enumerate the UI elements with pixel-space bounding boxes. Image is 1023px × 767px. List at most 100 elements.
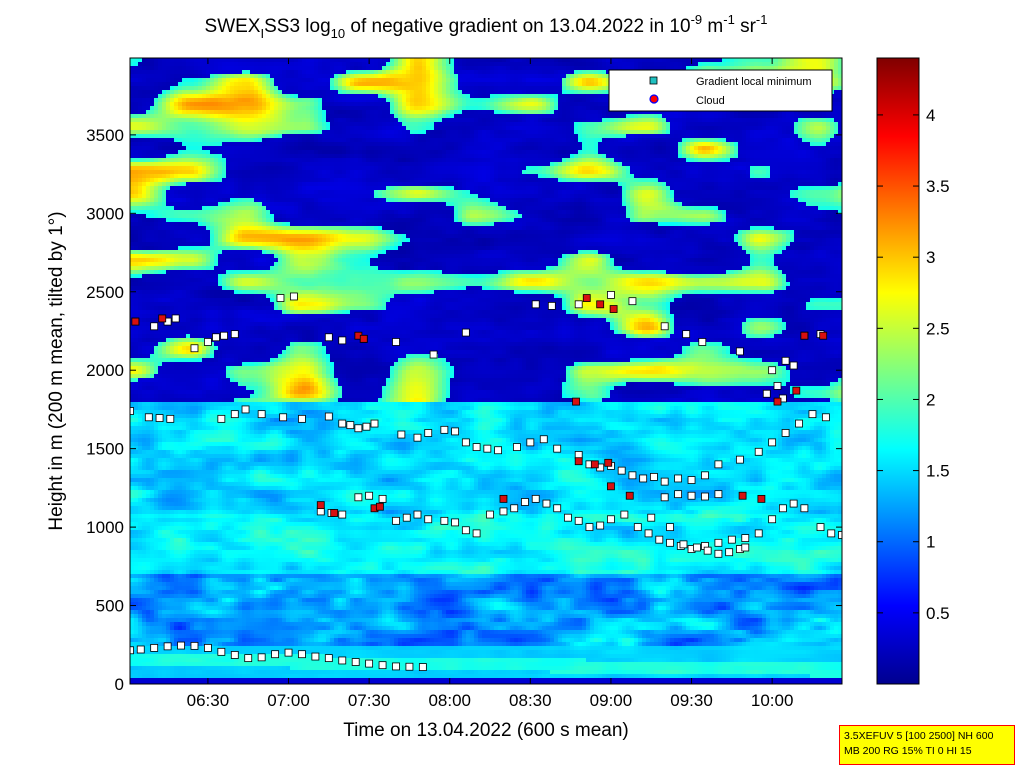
heatmap-cell [806, 114, 811, 119]
heatmap-cell [426, 146, 431, 151]
heatmap-cell [358, 138, 363, 143]
heatmap-cell [426, 86, 431, 91]
heatmap-cell [190, 162, 195, 167]
heatmap-cell [474, 94, 479, 99]
heatmap-cell [426, 134, 431, 139]
heatmap-cell [514, 74, 519, 79]
heatmap-cell [366, 70, 371, 75]
heatmap-cell [262, 106, 267, 111]
heatmap-cell [194, 126, 199, 131]
heatmap-cell [234, 154, 239, 159]
heatmap-cell [794, 154, 799, 159]
heatmap-cell [354, 94, 359, 99]
heatmap-cell [810, 158, 815, 163]
heatmap-cell [714, 126, 719, 131]
heatmap-cell [790, 118, 795, 123]
heatmap-cell [586, 70, 591, 75]
heatmap-cell [706, 158, 711, 163]
heatmap-cell [210, 66, 215, 71]
heatmap-cell [270, 86, 275, 91]
heatmap-cell [398, 102, 403, 107]
chart-title: SWEXISS3 log10 of negative gradient on 1… [205, 12, 768, 41]
heatmap-cell [238, 150, 243, 155]
heatmap-cell [214, 74, 219, 79]
heatmap-cell [782, 150, 787, 155]
heatmap-cell [490, 106, 495, 111]
heatmap-cell [542, 114, 547, 119]
heatmap-cell [614, 130, 619, 135]
heatmap-cell [642, 134, 647, 139]
heatmap-cell [450, 66, 455, 71]
heatmap-cell [178, 150, 183, 155]
heatmap-cell [558, 154, 563, 159]
heatmap-cell [310, 70, 315, 75]
heatmap-cell [558, 70, 563, 75]
heatmap-cell [286, 90, 291, 95]
heatmap-cell [246, 94, 251, 99]
heatmap-cell [590, 154, 595, 159]
heatmap-cell [190, 66, 195, 71]
heatmap-cell [438, 102, 443, 107]
heatmap-cell [798, 134, 803, 139]
heatmap-cell [546, 66, 551, 71]
heatmap-cell [454, 86, 459, 91]
heatmap-cell [434, 138, 439, 143]
heatmap-cell [602, 70, 607, 75]
heatmap-cell [778, 146, 783, 151]
heatmap-cell [514, 70, 519, 75]
heatmap-cell [778, 138, 783, 143]
heatmap-cell [210, 122, 215, 127]
heatmap-cell [306, 66, 311, 71]
title-part-3: 10 [331, 26, 345, 41]
heatmap-cell [466, 110, 471, 115]
heatmap-cell [162, 150, 167, 155]
heatmap-cell [534, 86, 539, 91]
heatmap-cell [446, 150, 451, 155]
heatmap-cell [398, 142, 403, 147]
heatmap-cell [634, 158, 639, 163]
heatmap-cell [166, 142, 171, 147]
heatmap-cell [298, 158, 303, 163]
heatmap-cell [534, 66, 539, 71]
heatmap-cell [662, 110, 667, 115]
heatmap-cell [394, 58, 399, 63]
heatmap-cell [382, 134, 387, 139]
heatmap-cell [638, 150, 643, 155]
heatmap-cell [786, 118, 791, 123]
heatmap-cell [282, 130, 287, 135]
heatmap-cell [198, 114, 203, 119]
heatmap-cell [322, 62, 327, 67]
heatmap-cell [494, 114, 499, 119]
heatmap-cell [210, 130, 215, 135]
heatmap-cell [566, 154, 571, 159]
heatmap-cell [242, 118, 247, 123]
heatmap-cell [170, 94, 175, 99]
heatmap-cell [598, 102, 603, 107]
heatmap-cell [454, 122, 459, 127]
heatmap-cell [402, 150, 407, 155]
heatmap-cell [366, 130, 371, 135]
heatmap-cell [246, 102, 251, 107]
heatmap-cell [198, 130, 203, 135]
heatmap-cell [414, 62, 419, 67]
heatmap-cell [378, 98, 383, 103]
heatmap-cell [534, 114, 539, 119]
heatmap-cell [754, 138, 759, 143]
heatmap-cell [182, 134, 187, 139]
heatmap-cell [190, 126, 195, 131]
heatmap-cell [646, 134, 651, 139]
heatmap-cell [562, 158, 567, 163]
heatmap-cell [386, 146, 391, 151]
heatmap-cell [770, 62, 775, 67]
heatmap-cell [378, 58, 383, 63]
heatmap-cell [746, 158, 751, 163]
heatmap-cell [374, 110, 379, 115]
heatmap-cell [210, 82, 215, 87]
heatmap-cell [538, 130, 543, 135]
heatmap-cell [406, 114, 411, 119]
heatmap-cell [554, 162, 559, 167]
heatmap-cell [570, 142, 575, 147]
heatmap-cell [526, 166, 531, 171]
heatmap-cell [826, 126, 831, 131]
heatmap-cell [722, 142, 727, 147]
